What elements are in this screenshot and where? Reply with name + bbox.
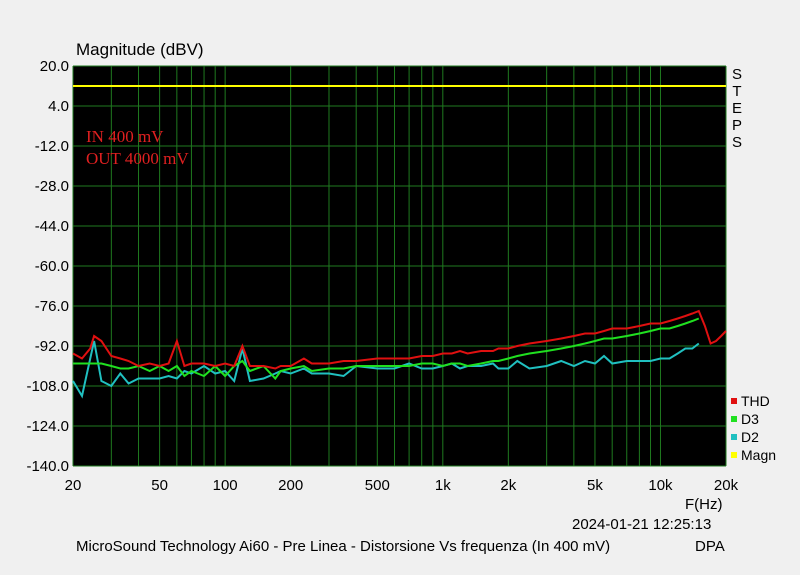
legend-label-magn: Magn (741, 447, 777, 463)
chart-title: MicroSound Technology Ai60 - Pre Linea -… (76, 538, 611, 555)
legend-swatch-thd (731, 398, 737, 404)
x-tick-label: 10k (648, 477, 673, 494)
y-axis-label: Magnitude (dBV) (76, 40, 204, 59)
y-axis-ticks: 20.0 4.0 -12.0 -28.0 -44.0 -60.0 -76.0 -92.0 -10… (26, 58, 69, 475)
x-tick-label: 100 (213, 477, 238, 494)
legend-swatch-d2 (731, 434, 737, 440)
y-tick-label: -28.0 (35, 178, 69, 195)
x-tick-label: 2k (500, 477, 516, 494)
y-tick-label: 4.0 (48, 98, 69, 115)
grid-lines (72, 65, 727, 467)
legend-item-magn[interactable]: Magn (731, 446, 776, 464)
steps-letter: S (731, 66, 742, 83)
annotation-in: IN 400 mV (86, 127, 164, 146)
y-tick-label: -140.0 (26, 458, 69, 475)
steps-letter: E (731, 100, 742, 117)
series-line-d3 (73, 317, 700, 381)
y-tick-label: -76.0 (35, 298, 69, 315)
steps-letter: T (732, 83, 742, 100)
y-tick-label: -44.0 (35, 218, 69, 235)
legend-item-thd[interactable]: THD (731, 392, 776, 410)
annotation-out: OUT 4000 mV (86, 149, 189, 168)
y-tick-label: -60.0 (35, 258, 69, 275)
legend: THD D3 D2 Magn (731, 392, 776, 464)
steps-letter: P (731, 117, 742, 134)
y-tick-label: -108.0 (26, 378, 69, 395)
steps-letter: S (731, 134, 742, 151)
x-tick-label: 50 (151, 477, 168, 494)
brand-label: DPA (695, 538, 725, 555)
series-lines (72, 85, 727, 399)
legend-label-thd: THD (741, 393, 770, 409)
y-tick-label: 20.0 (40, 58, 69, 75)
x-tick-label: 5k (587, 477, 603, 494)
x-tick-label: 500 (365, 477, 390, 494)
legend-item-d3[interactable]: D3 (731, 410, 776, 428)
timestamp: 2024-01-21 12:25:13 (572, 516, 712, 533)
x-axis-label: F(Hz) (685, 496, 723, 513)
series-line-thd (72, 309, 727, 370)
steps-label: S T E P S (730, 66, 744, 151)
legend-label-d3: D3 (741, 411, 759, 427)
x-tick-label: 20k (714, 477, 739, 494)
x-tick-label: 1k (435, 477, 451, 494)
y-tick-label: -124.0 (26, 418, 69, 435)
x-tick-label: 20 (65, 477, 82, 494)
legend-item-d2[interactable]: D2 (731, 428, 776, 446)
y-tick-label: -12.0 (35, 138, 69, 155)
series-line-d2 (72, 340, 700, 399)
legend-swatch-magn (731, 452, 737, 458)
x-axis-ticks: 20 50 100 200 500 1k 2k 5k 10k 20k (65, 477, 739, 494)
y-tick-label: -92.0 (35, 338, 69, 355)
x-tick-label: 200 (278, 477, 303, 494)
legend-swatch-d3 (731, 416, 737, 422)
legend-label-d2: D2 (741, 429, 759, 445)
